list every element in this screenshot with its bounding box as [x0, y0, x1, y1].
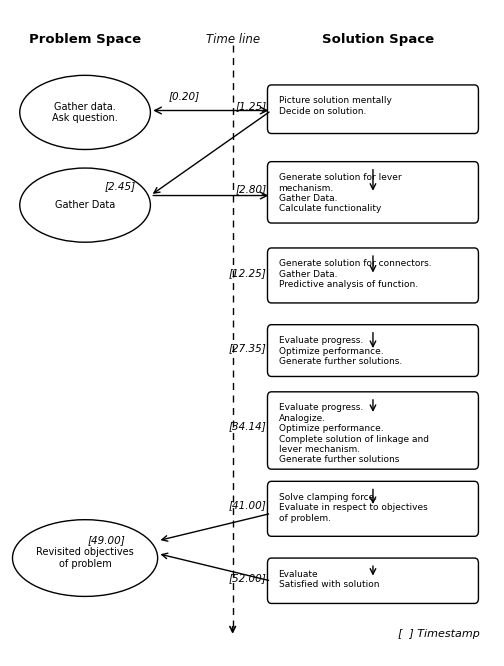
Text: [2.45]: [2.45]	[105, 181, 136, 191]
Text: Revisited objectives
of problem: Revisited objectives of problem	[36, 547, 134, 569]
Text: [34.14]: [34.14]	[229, 421, 267, 431]
Text: [1.25]: [1.25]	[235, 101, 267, 111]
Text: [49.00]: [49.00]	[88, 535, 125, 545]
Text: Picture solution mentally
Decide on solution.: Picture solution mentally Decide on solu…	[279, 97, 392, 116]
Text: Evaluate progress.
Optimize performance.
Generate further solutions.: Evaluate progress. Optimize performance.…	[279, 336, 402, 366]
Text: Gather Data: Gather Data	[55, 200, 115, 210]
Text: Time line: Time line	[206, 33, 260, 45]
Text: [0.20]: [0.20]	[169, 91, 200, 101]
FancyBboxPatch shape	[268, 482, 478, 536]
FancyBboxPatch shape	[268, 558, 478, 603]
Text: Solve clamping force.
Evaluate in respect to objectives
of problem.: Solve clamping force. Evaluate in respec…	[279, 493, 427, 523]
Text: [52.00]: [52.00]	[229, 573, 267, 583]
Text: Generate solution for lever
mechanism.
Gather Data.
Calculate functionality: Generate solution for lever mechanism. G…	[279, 173, 401, 213]
Text: Problem Space: Problem Space	[29, 33, 141, 45]
FancyBboxPatch shape	[268, 392, 478, 469]
Text: Evaluate progress.
Analogize.
Optimize performance.
Complete solution of linkage: Evaluate progress. Analogize. Optimize p…	[279, 404, 428, 464]
Text: Evaluate
Satisfied with solution: Evaluate Satisfied with solution	[279, 569, 379, 589]
FancyBboxPatch shape	[268, 162, 478, 223]
FancyBboxPatch shape	[268, 85, 478, 133]
Text: Solution Space: Solution Space	[322, 33, 434, 45]
Text: [27.35]: [27.35]	[229, 344, 267, 354]
Text: Gather data.
Ask question.: Gather data. Ask question.	[52, 102, 118, 123]
FancyBboxPatch shape	[268, 248, 478, 303]
Text: Generate solution for connectors.
Gather Data.
Predictive analysis of function.: Generate solution for connectors. Gather…	[279, 260, 431, 289]
FancyBboxPatch shape	[268, 325, 478, 376]
Text: [  ] Timestamp: [ ] Timestamp	[398, 629, 479, 639]
Text: [2.80]: [2.80]	[235, 184, 267, 194]
Text: [12.25]: [12.25]	[229, 268, 267, 278]
Text: [41.00]: [41.00]	[229, 500, 267, 510]
